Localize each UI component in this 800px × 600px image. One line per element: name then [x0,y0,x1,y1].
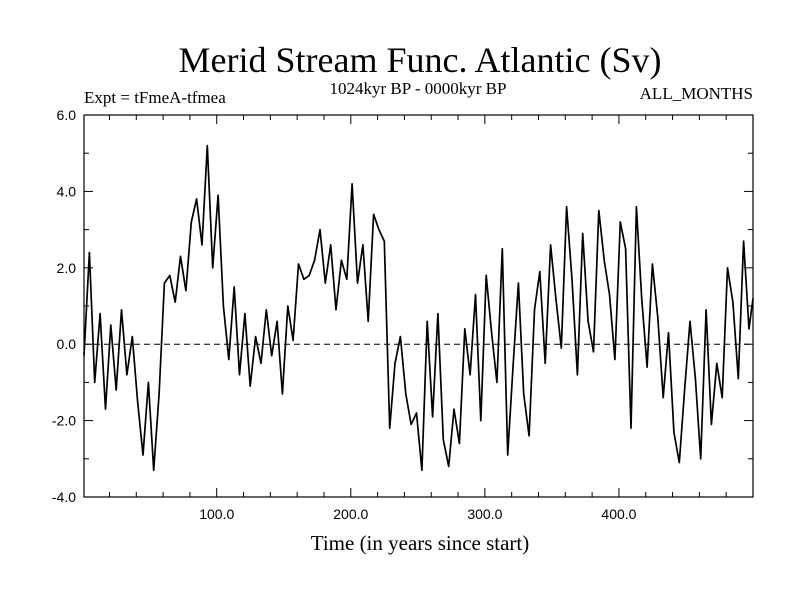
y-tick-label: -4.0 [52,489,76,505]
x-tick-label: 300.0 [467,506,502,522]
plot-area: -4.0 -2.0 0.0 2.0 4.0 6.0 100.0 200.0 300.0 400.0 [52,107,754,522]
x-tick-label: 200.0 [333,506,368,522]
x-axis-label: Time (in years since start) [311,531,530,555]
series-line [83,144,754,472]
y-tick-label: 6.0 [57,107,77,123]
y-tick-label: 4.0 [57,183,77,199]
chart-title: Merid Stream Func. Atlantic (Sv) [179,40,662,80]
y-tick-label: 0.0 [57,336,77,352]
y-tick-label: 2.0 [57,260,77,276]
x-tick-label: 100.0 [199,506,234,522]
experiment-label: Expt = tFmeA-tfmea [84,88,226,107]
months-label: ALL_MONTHS [640,84,753,103]
time-range-label: 1024kyr BP - 0000kyr BP [330,79,507,98]
y-tick-label: -2.0 [52,413,76,429]
x-tick-label: 400.0 [601,506,636,522]
